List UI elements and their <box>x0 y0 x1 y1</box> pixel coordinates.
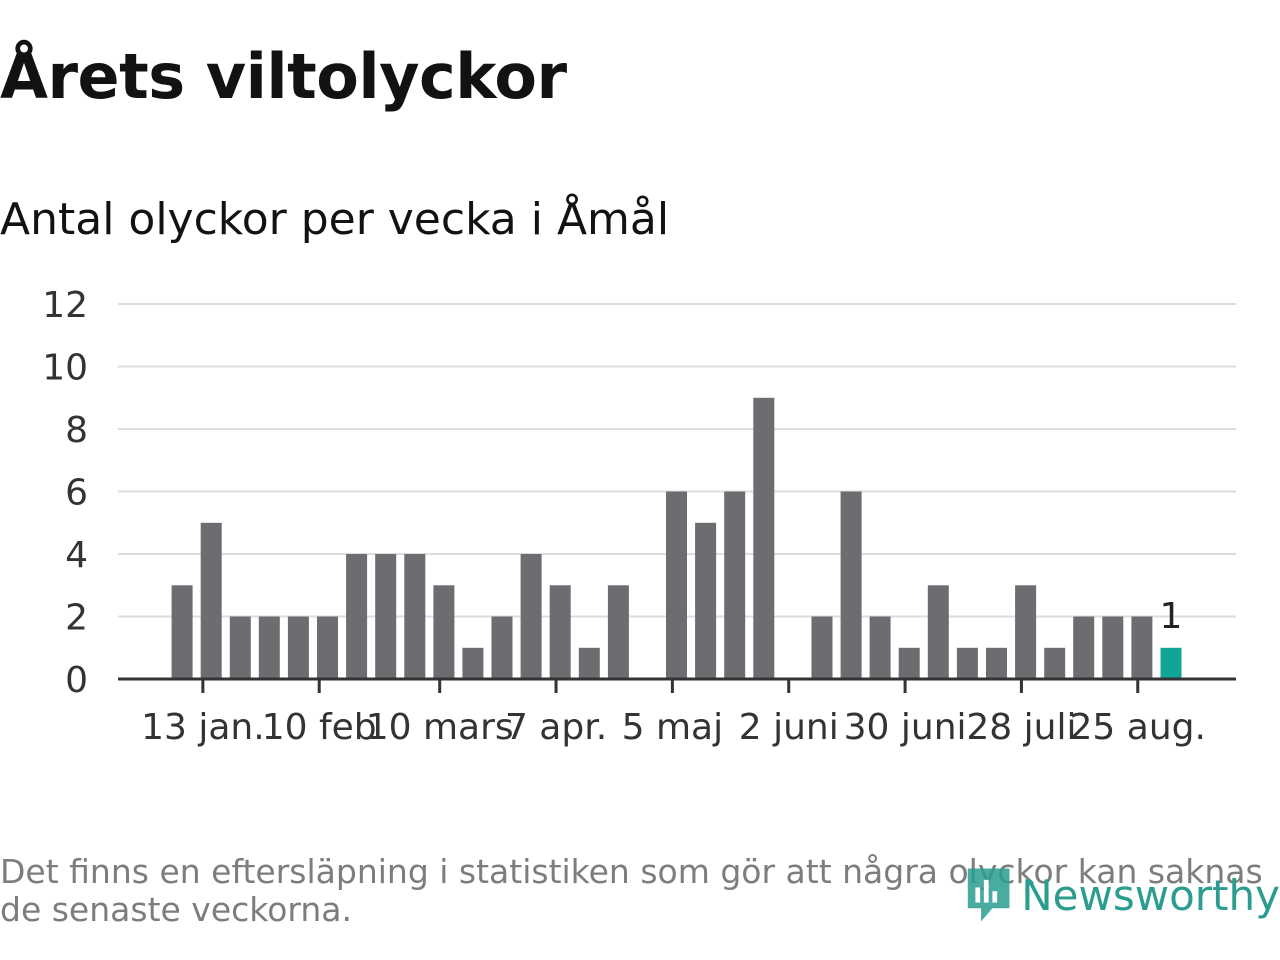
x-tick-label: 2 juni <box>739 707 839 748</box>
data-label: 1 <box>1160 596 1183 637</box>
bar <box>666 491 687 679</box>
newsworthy-logo: Newsworthy <box>964 862 1280 928</box>
bar <box>404 554 426 679</box>
bar <box>578 647 600 680</box>
chart-subtitle: Antal olyckor per vecka i Åmål <box>0 194 670 245</box>
bar <box>1073 616 1095 679</box>
bar <box>1015 585 1037 680</box>
bar <box>811 616 833 679</box>
bar <box>549 585 571 680</box>
bar <box>753 397 775 680</box>
bar <box>986 647 1007 680</box>
x-tick-label: 7 apr. <box>505 707 607 748</box>
chart-title: Årets viltolyckor <box>0 40 567 113</box>
bar <box>1044 647 1066 680</box>
y-tick-label: 10 <box>42 348 88 389</box>
bar <box>258 616 280 679</box>
newsworthy-logo-icon <box>967 868 1010 922</box>
bar <box>520 554 542 679</box>
y-tick-label: 0 <box>65 660 88 701</box>
x-tick-label: 28 juli <box>966 707 1076 748</box>
bar <box>171 585 193 680</box>
bar <box>607 585 629 680</box>
y-tick-label: 4 <box>65 535 88 576</box>
bar <box>840 491 862 679</box>
x-tick-label: 25 aug. <box>1070 707 1206 748</box>
bar <box>927 585 949 680</box>
y-tick-label: 2 <box>65 598 88 639</box>
y-tick-label: 6 <box>65 473 88 514</box>
bar <box>898 647 920 680</box>
bar <box>346 554 368 679</box>
x-tick-label: 10 mars <box>366 707 514 748</box>
x-axis <box>118 677 1236 693</box>
bar <box>1131 616 1153 679</box>
annotations: 1 <box>1160 596 1183 637</box>
bar <box>491 616 513 679</box>
footnote: Det finns en eftersläpning i statistiken… <box>0 852 1263 929</box>
bar <box>462 647 484 680</box>
bar <box>695 522 717 680</box>
bar <box>869 616 891 679</box>
x-tick-label: 30 juni <box>844 707 967 748</box>
bar <box>1160 647 1182 680</box>
bar <box>1102 616 1124 679</box>
newsworthy-logo-text: Newsworthy <box>1021 870 1280 920</box>
bar <box>724 491 746 679</box>
y-tick-labels: 0 2 4 6 8 10 12 <box>42 285 88 701</box>
x-tick-label: 5 maj <box>622 707 723 748</box>
bar <box>433 585 455 680</box>
x-tick-label: 13 jan. <box>141 707 265 748</box>
y-tick-label: 8 <box>65 410 88 451</box>
bar <box>375 554 397 679</box>
bar <box>287 616 309 679</box>
bar <box>317 616 338 679</box>
bar <box>956 647 978 680</box>
y-tick-label: 12 <box>42 285 88 326</box>
bar <box>229 616 251 679</box>
x-tick-label: 10 feb <box>262 707 377 748</box>
bar <box>200 522 222 680</box>
bars <box>171 397 1182 680</box>
